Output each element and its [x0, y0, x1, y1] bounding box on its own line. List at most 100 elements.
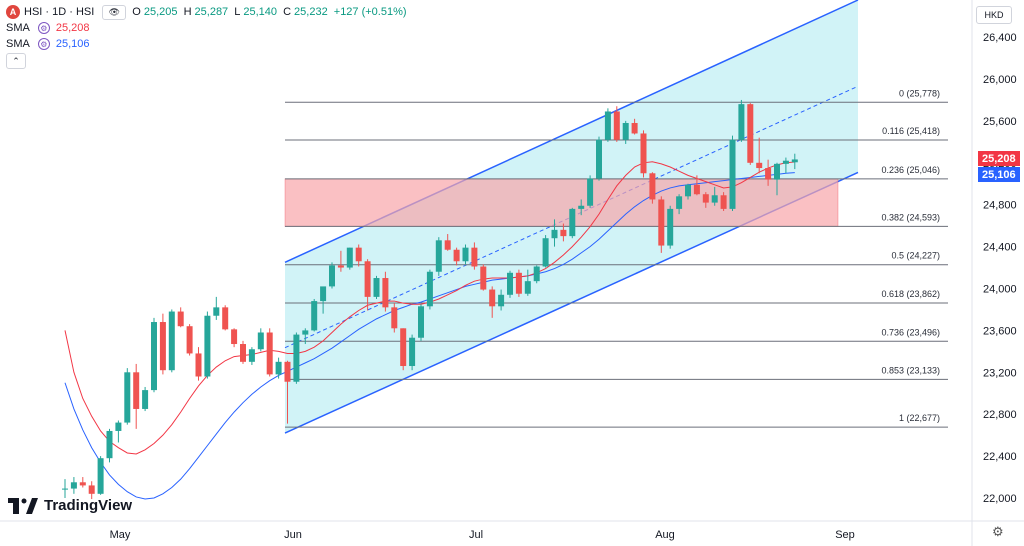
candle-body [533, 266, 540, 282]
price-tick-label: 23,600 [983, 325, 1017, 337]
price-tick-label: 22,800 [983, 409, 1017, 421]
candle-body [587, 178, 594, 206]
candle-body [186, 326, 193, 354]
candle-body [738, 104, 745, 140]
candle-body [702, 194, 709, 203]
candle-body [142, 390, 149, 409]
candle-body [106, 430, 113, 459]
candle-body [774, 163, 780, 180]
candle-body [471, 247, 478, 267]
candle-body [676, 196, 683, 209]
price-tick-label: 24,800 [983, 200, 1017, 212]
candle-body [213, 307, 220, 316]
candle-body [480, 266, 487, 290]
price-tick-label: 25,600 [983, 116, 1017, 128]
candle-body [685, 184, 691, 197]
candle-body [70, 482, 77, 489]
candle-body [124, 372, 131, 423]
change-value: +127 (+0.51%) [333, 6, 407, 18]
candle-body [711, 195, 718, 203]
price-tick-label: 22,400 [983, 451, 1017, 463]
open-label: O [132, 6, 141, 18]
currency-selector[interactable]: HKD [976, 6, 1012, 24]
candle-body [293, 334, 300, 382]
fib-level-label: 0.5 (24,227) [891, 251, 940, 261]
tradingview-logo[interactable]: TradingView [8, 497, 132, 514]
candle-body [765, 168, 772, 180]
candle-body [133, 372, 140, 409]
candle-body [275, 361, 282, 375]
candle-body [418, 306, 424, 338]
sma-row-1[interactable]: SMA ⚙ 25,208 [6, 20, 410, 36]
indicator-settings-icon[interactable]: ⚙ [37, 38, 50, 50]
candle-body [569, 208, 576, 237]
price-tick-label: 23,200 [983, 367, 1017, 379]
candle-body [115, 422, 122, 431]
candle-body [329, 265, 335, 287]
candle-body [435, 240, 442, 272]
candle-body [62, 488, 68, 490]
candle-body [240, 344, 246, 362]
candle-body [284, 361, 291, 382]
candle-body [604, 111, 611, 140]
candle-body [560, 229, 567, 237]
candle-body [515, 272, 522, 294]
candle-body [729, 139, 736, 209]
symbol-title[interactable]: HSI · 1D · HSI [24, 6, 95, 18]
candle-body [693, 184, 700, 195]
indicator-settings-icon[interactable]: ⚙ [37, 22, 50, 34]
close-value: 25,232 [294, 6, 328, 18]
sma-row-2[interactable]: SMA ⚙ 25,106 [6, 36, 410, 52]
candle-body [578, 205, 585, 209]
candle-body [631, 122, 638, 134]
candle-body [622, 122, 629, 140]
candle-body [159, 322, 166, 371]
sma-value: 25,208 [55, 22, 90, 34]
candle-body [151, 322, 157, 391]
candle-body [266, 332, 273, 375]
candle-body [453, 249, 460, 262]
symbol-row: A HSI · 1D · HSI 👁 O 25,205 H 25,287 L 25,1… [6, 4, 410, 20]
price-tick-label: 26,400 [983, 32, 1017, 44]
candle-body [667, 208, 674, 246]
fib-level-label: 0.116 (25,418) [882, 126, 940, 136]
time-tick-label: Aug [655, 529, 675, 541]
chevron-up-icon[interactable]: ⌃ [6, 53, 26, 69]
price-tick-label: 26,000 [983, 74, 1017, 86]
candle-body [649, 173, 656, 200]
candle-body [444, 240, 451, 250]
candle-body [658, 199, 665, 246]
candle-body [382, 278, 389, 308]
sma-value: 25,106 [55, 38, 90, 50]
fib-level-label: 0.618 (23,862) [881, 289, 940, 299]
candle-body [551, 229, 558, 239]
candle-body [195, 353, 202, 377]
time-tick-label: Jun [284, 529, 302, 541]
candle-body [720, 195, 727, 209]
sma-fast-price-badge: 25,208 [978, 151, 1020, 166]
candle-body [462, 247, 469, 262]
candle-body [409, 337, 416, 367]
candle-body [391, 307, 398, 329]
candle-body [542, 238, 549, 267]
candle-body [88, 485, 95, 494]
time-tick-label: Jul [469, 529, 483, 541]
candle-body [248, 349, 255, 362]
candle-body [640, 133, 647, 174]
sma-label: SMA [6, 22, 30, 34]
candle-body [311, 301, 318, 331]
candle-body [791, 159, 798, 163]
candle-body [97, 458, 104, 494]
fib-level-label: 0.382 (24,593) [881, 212, 940, 222]
gear-icon[interactable]: ⚙ [992, 524, 1004, 539]
candle-body [79, 482, 86, 486]
sma-label: SMA [6, 38, 30, 50]
candle-body [168, 311, 175, 371]
time-tick-label: Sep [835, 529, 855, 541]
candle-body [596, 139, 602, 179]
eye-icon[interactable]: 👁 [102, 4, 127, 20]
price-tick-label: 24,400 [983, 242, 1017, 254]
ohlc-values: O 25,205 H 25,287 L 25,140 C 25,232 +127 (+0… [132, 6, 409, 18]
low-label: L [234, 6, 241, 18]
